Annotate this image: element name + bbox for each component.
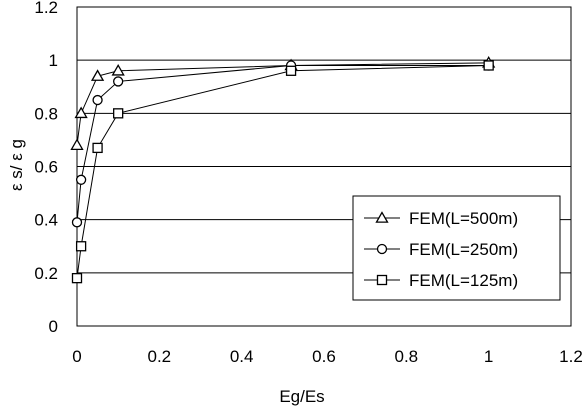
y-tick-label: 1 [49, 51, 58, 70]
x-axis-title: Eg/Es [279, 387, 324, 406]
y-tick-label: 0.2 [34, 264, 58, 283]
legend: FEM(L=500m) FEM(L=250m) FEM(L=125m) [352, 195, 561, 301]
data-point-triangle [70, 138, 84, 151]
x-tick-label: 0.6 [312, 347, 336, 366]
data-point-circle [92, 94, 103, 106]
x-tick-label: 1 [484, 347, 493, 366]
y-tick-label: 0.6 [34, 158, 58, 177]
series-square [71, 60, 494, 284]
x-tick-label: 0 [72, 347, 81, 366]
data-point-square [71, 272, 83, 284]
legend-label: FEM(L=500m) [409, 209, 518, 228]
data-point-circle [71, 217, 83, 228]
y-tick-label: 0.4 [34, 211, 58, 230]
series-line [76, 64, 489, 223]
data-point-square [92, 142, 103, 154]
series-line [76, 62, 489, 146]
y-tick-label: 1.2 [34, 0, 58, 17]
data-point-triangle [90, 69, 105, 81]
legend-marker-triangle [375, 211, 389, 223]
y-tick-label: 0.8 [34, 104, 58, 123]
data-point-triangle [111, 63, 125, 76]
legend-item: FEM(L=500m) [364, 209, 518, 228]
legend-item: FEM(L=250m) [364, 240, 518, 259]
data-point-square [285, 65, 297, 76]
x-tick-label: 0.8 [395, 347, 419, 366]
data-point-circle [75, 174, 87, 185]
data-point-triangle [74, 106, 88, 119]
y-axis-title: ε s/ ε g [7, 139, 26, 191]
data-point-square [113, 108, 124, 119]
series-line [76, 64, 489, 279]
series [70, 56, 496, 284]
legend-label: FEM(L=250m) [409, 240, 518, 259]
x-tick-label: 1.2 [559, 347, 583, 366]
plot-area [76, 6, 572, 327]
data-point-circle [113, 76, 124, 87]
legend-box [352, 195, 561, 301]
ticks: 0 0.2 0.4 0.6 0.8 1 1.2 0 0.2 0.4 0.6 0.8 1 1.2 [34, 0, 582, 366]
data-point-square [75, 241, 87, 252]
legend-marker-circle [376, 243, 388, 255]
data-point-square [483, 60, 494, 71]
legend-marker-square [376, 274, 388, 286]
y-tick-label: 0 [49, 317, 58, 336]
legend-label: FEM(L=125m) [409, 271, 518, 290]
series-triangle [70, 56, 496, 151]
legend-item: FEM(L=125m) [364, 271, 518, 290]
x-tick-label: 0.2 [148, 347, 172, 366]
x-tick-label: 0.4 [230, 347, 254, 366]
